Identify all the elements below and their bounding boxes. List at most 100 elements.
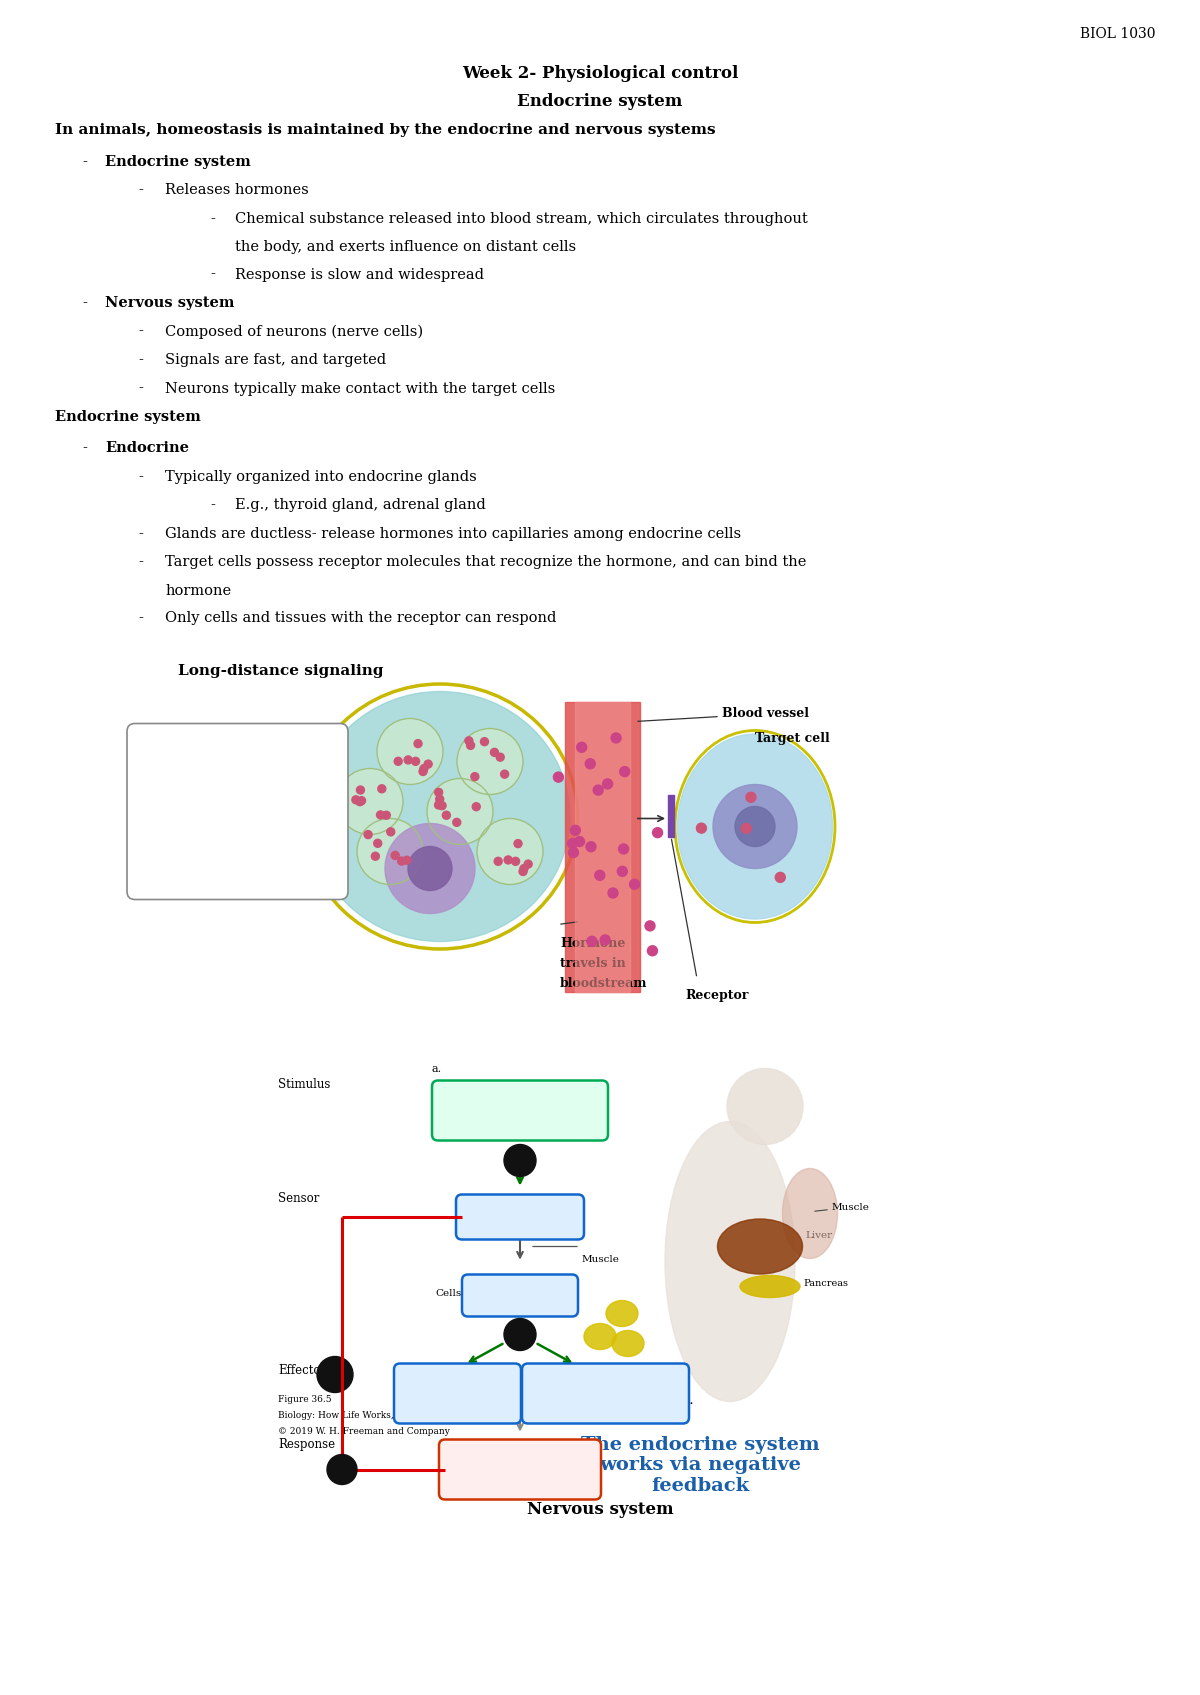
Text: bloodstream: bloodstream	[560, 976, 648, 990]
Text: -: -	[82, 297, 86, 310]
Circle shape	[434, 802, 443, 809]
Circle shape	[452, 819, 461, 827]
Circle shape	[403, 856, 410, 864]
Circle shape	[587, 936, 596, 946]
Circle shape	[600, 936, 610, 944]
Text: blood glucose: blood glucose	[476, 1475, 564, 1485]
Ellipse shape	[678, 734, 833, 919]
Text: Muscle: Muscle	[582, 1254, 620, 1263]
Ellipse shape	[740, 1276, 800, 1297]
Text: -: -	[138, 527, 143, 541]
Text: Stimulus: Stimulus	[278, 1078, 330, 1092]
Circle shape	[569, 848, 578, 858]
Text: a.: a.	[432, 1064, 442, 1075]
Circle shape	[317, 1356, 353, 1393]
Circle shape	[494, 858, 502, 864]
Text: involves release of a: involves release of a	[148, 763, 282, 776]
Text: Target cells possess receptor molecules that recognize the hormone, and can bind: Target cells possess receptor molecules …	[166, 556, 806, 570]
Circle shape	[570, 825, 581, 836]
Circle shape	[713, 785, 797, 868]
Ellipse shape	[584, 1324, 616, 1349]
Text: -: -	[138, 353, 143, 368]
Text: the body, and exerts influence on distant cells: the body, and exerts influence on distan…	[235, 241, 576, 254]
Text: Decrease in: Decrease in	[484, 1456, 557, 1466]
Circle shape	[436, 795, 444, 803]
Circle shape	[358, 819, 422, 883]
Text: -: -	[82, 154, 86, 170]
Text: bloodstream that: bloodstream that	[148, 805, 262, 817]
Text: glucose and store it as glycogen.: glucose and store it as glycogen.	[518, 1397, 694, 1405]
FancyBboxPatch shape	[462, 1275, 578, 1317]
Circle shape	[480, 737, 488, 746]
Text: Biology: How Life Works, Third Edition: Biology: How Life Works, Third Edition	[278, 1410, 457, 1419]
Text: Endocrine: Endocrine	[106, 441, 190, 456]
Ellipse shape	[612, 1331, 644, 1356]
Circle shape	[602, 780, 612, 788]
Text: -: -	[138, 324, 143, 339]
Circle shape	[470, 773, 479, 781]
Circle shape	[491, 749, 498, 756]
Text: -: -	[138, 381, 143, 395]
Polygon shape	[575, 702, 630, 992]
Text: Signals are fast, and targeted: Signals are fast, and targeted	[166, 353, 386, 368]
Circle shape	[377, 810, 384, 819]
Circle shape	[593, 785, 604, 795]
Circle shape	[504, 856, 512, 864]
Circle shape	[373, 839, 382, 848]
Text: Endocrine system: Endocrine system	[106, 154, 251, 170]
Circle shape	[586, 842, 596, 851]
Text: Endocrine system: Endocrine system	[517, 93, 683, 110]
Circle shape	[520, 868, 527, 876]
Polygon shape	[565, 702, 640, 992]
Text: -: -	[138, 470, 143, 485]
Circle shape	[338, 770, 402, 834]
Circle shape	[378, 785, 386, 793]
Text: Blood vessel: Blood vessel	[722, 707, 809, 719]
Circle shape	[414, 739, 422, 747]
Text: travels in: travels in	[560, 956, 625, 970]
Circle shape	[473, 803, 480, 810]
Circle shape	[385, 824, 475, 914]
Circle shape	[356, 786, 365, 793]
Circle shape	[464, 737, 473, 744]
Circle shape	[504, 1144, 536, 1176]
Circle shape	[504, 1319, 536, 1351]
Ellipse shape	[782, 1168, 838, 1258]
Text: Figure 36.5: Figure 36.5	[278, 1395, 331, 1403]
Circle shape	[420, 764, 428, 773]
Circle shape	[438, 802, 446, 810]
Circle shape	[514, 839, 522, 848]
Text: Endocrine system: Endocrine system	[55, 410, 200, 424]
Circle shape	[352, 795, 360, 803]
Ellipse shape	[310, 692, 570, 941]
Text: −: −	[329, 1368, 341, 1383]
Circle shape	[553, 773, 563, 781]
Text: High blood glucose: High blood glucose	[464, 1100, 576, 1109]
Text: Nervous system: Nervous system	[106, 297, 234, 310]
Circle shape	[630, 880, 640, 890]
Circle shape	[383, 812, 390, 819]
Ellipse shape	[665, 1122, 796, 1402]
Circle shape	[618, 844, 629, 854]
Text: BIOL 1030: BIOL 1030	[1080, 27, 1154, 41]
Text: Nervous system: Nervous system	[527, 1502, 673, 1519]
Text: hormone into the: hormone into the	[148, 783, 263, 797]
Circle shape	[458, 729, 522, 793]
FancyBboxPatch shape	[127, 724, 348, 900]
Circle shape	[356, 798, 364, 805]
Text: -: -	[210, 268, 215, 281]
Circle shape	[568, 839, 577, 849]
Text: E.g., thyroid gland, adrenal gland: E.g., thyroid gland, adrenal gland	[235, 498, 486, 512]
Text: Glands are ductless- release hormones into capillaries among endocrine cells: Glands are ductless- release hormones in…	[166, 527, 742, 541]
Ellipse shape	[718, 1219, 803, 1275]
FancyBboxPatch shape	[394, 1363, 521, 1424]
Text: Body cells take: Body cells take	[414, 1380, 502, 1388]
Text: +: +	[514, 1151, 526, 1164]
Circle shape	[371, 853, 379, 861]
Circle shape	[378, 719, 442, 783]
Circle shape	[394, 758, 402, 766]
Text: In animals, homeostasis is maintained by the endocrine and nervous systems: In animals, homeostasis is maintained by…	[55, 124, 715, 137]
Circle shape	[511, 858, 520, 866]
Circle shape	[386, 827, 395, 836]
Text: -: -	[210, 498, 215, 512]
